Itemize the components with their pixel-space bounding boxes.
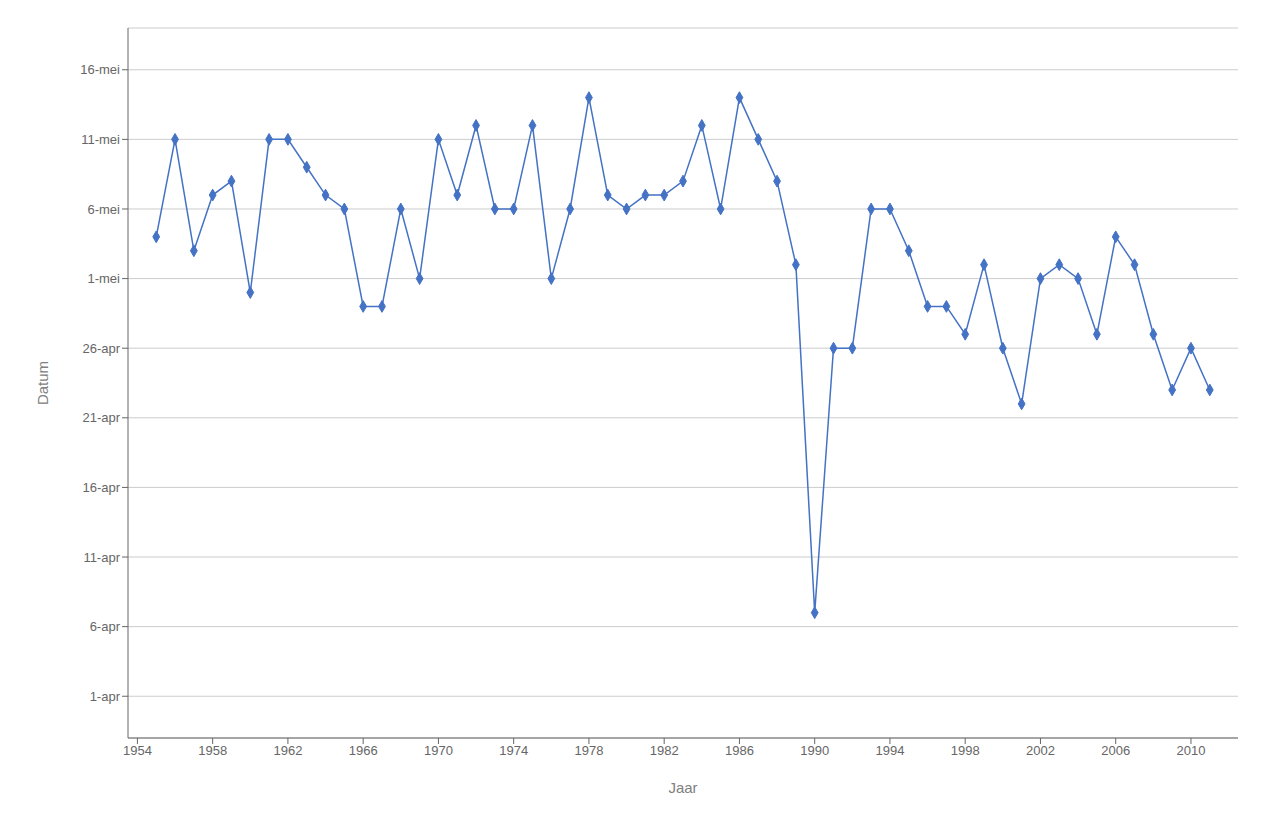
svg-text:2006: 2006 — [1101, 743, 1130, 758]
svg-text:16-apr: 16-apr — [82, 480, 120, 495]
svg-text:Datum: Datum — [34, 361, 51, 405]
svg-text:1990: 1990 — [800, 743, 829, 758]
svg-text:1962: 1962 — [273, 743, 302, 758]
svg-text:21-apr: 21-apr — [82, 410, 120, 425]
svg-text:1954: 1954 — [123, 743, 152, 758]
svg-text:Jaar: Jaar — [668, 779, 697, 796]
svg-text:1998: 1998 — [951, 743, 980, 758]
svg-text:2010: 2010 — [1177, 743, 1206, 758]
svg-text:16-mei: 16-mei — [80, 62, 120, 77]
svg-text:1994: 1994 — [875, 743, 904, 758]
svg-text:1966: 1966 — [349, 743, 378, 758]
svg-text:1978: 1978 — [574, 743, 603, 758]
svg-text:26-apr: 26-apr — [82, 341, 120, 356]
svg-text:1-mei: 1-mei — [87, 271, 120, 286]
svg-text:6-mei: 6-mei — [87, 202, 120, 217]
svg-text:1982: 1982 — [650, 743, 679, 758]
svg-text:11-apr: 11-apr — [83, 550, 120, 565]
svg-text:1958: 1958 — [198, 743, 227, 758]
svg-text:6-apr: 6-apr — [90, 619, 121, 634]
svg-text:1970: 1970 — [424, 743, 453, 758]
svg-text:1974: 1974 — [499, 743, 528, 758]
svg-text:2002: 2002 — [1026, 743, 1055, 758]
svg-text:11-mei: 11-mei — [81, 132, 120, 147]
svg-text:1986: 1986 — [725, 743, 754, 758]
svg-text:1-apr: 1-apr — [90, 689, 121, 704]
